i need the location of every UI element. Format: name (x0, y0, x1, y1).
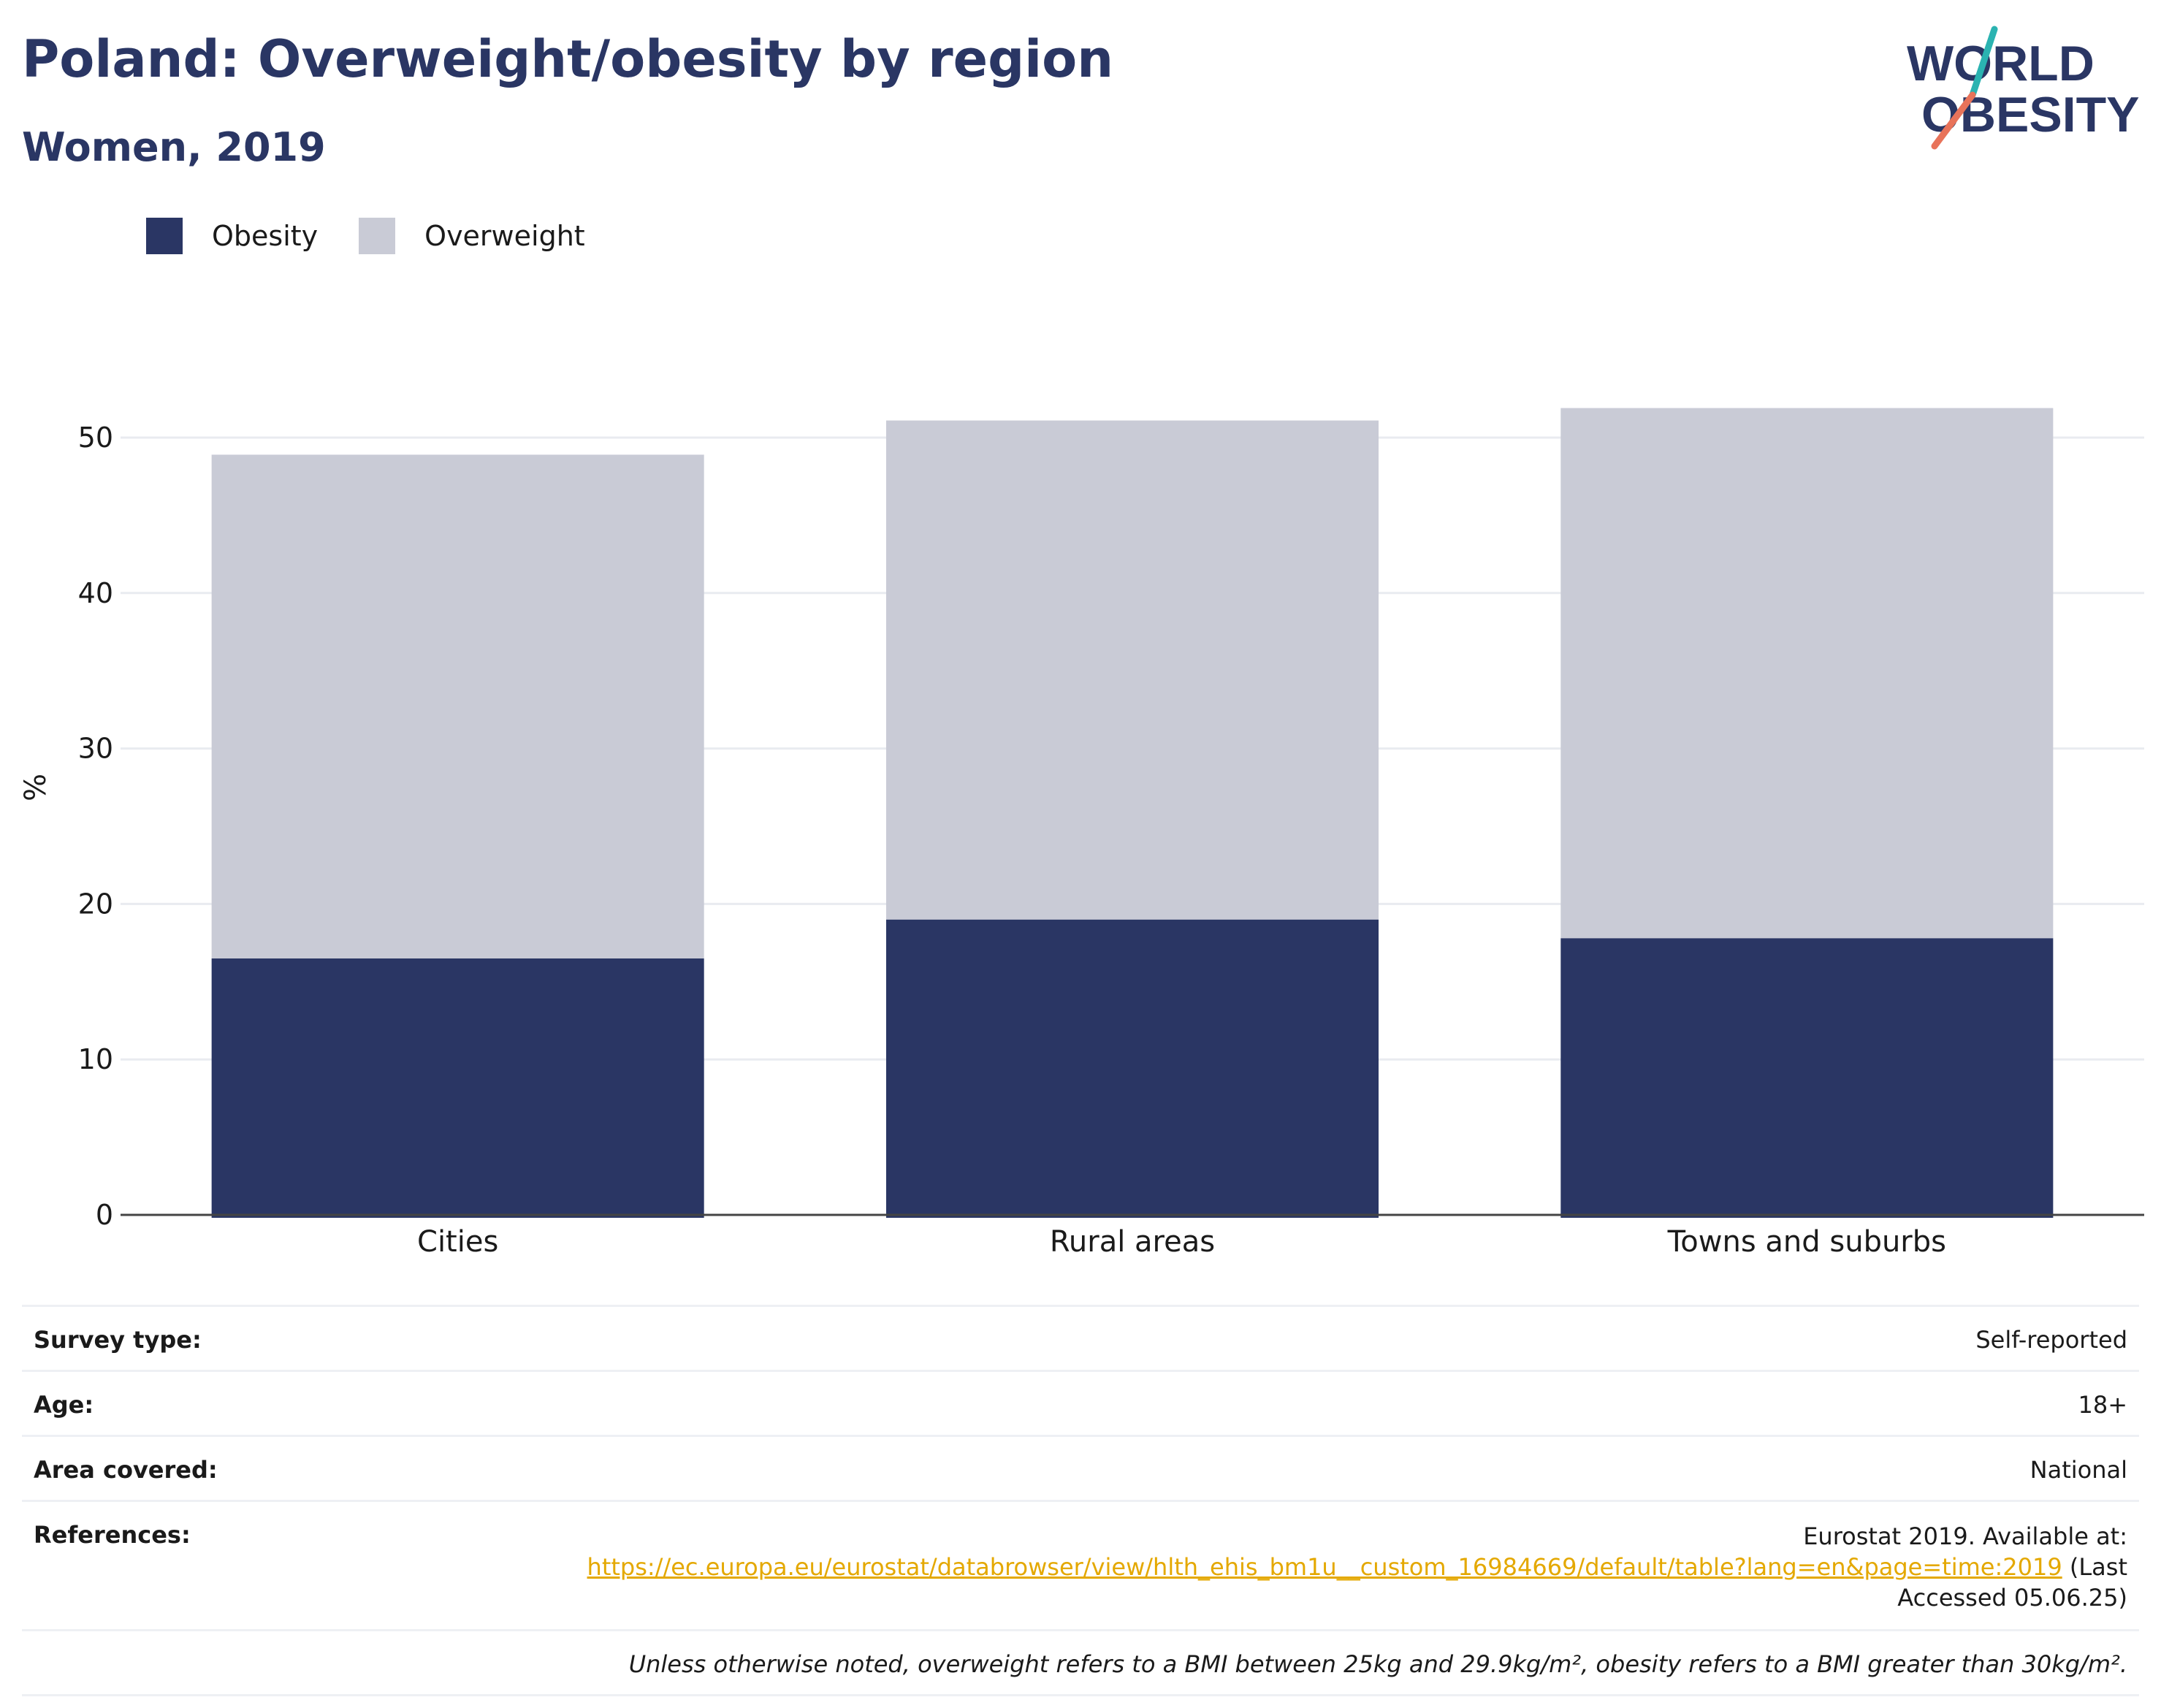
bar-overweight-2 (1560, 408, 2054, 939)
world-obesity-logo: WORLD OBESITY (1907, 26, 2140, 150)
legend-label-overweight: Overweight (424, 220, 585, 252)
chart-subtitle: Women, 2019 (22, 124, 326, 170)
legend-swatch-obesity (146, 218, 183, 254)
age-label: Age: (34, 1391, 94, 1419)
info-row-references: References: Eurostat 2019. Available at:… (22, 1500, 2139, 1629)
area-label: Area covered: (34, 1456, 218, 1484)
references-line1: Eurostat 2019. Available at: (1803, 1522, 2127, 1550)
references-label: References: (34, 1521, 191, 1549)
area-value: National (2029, 1456, 2127, 1484)
age-value: 18+ (2078, 1391, 2127, 1419)
logo-slash-top (1969, 26, 1998, 99)
y-axis-label: % (19, 774, 53, 801)
bmi-definition-note: Unless otherwise noted, overweight refer… (628, 1650, 2127, 1678)
survey-type-value: Self-reported (1975, 1326, 2127, 1354)
logo-line1: WORLD (1907, 36, 2095, 91)
y-tick-label-20: 20 (78, 888, 113, 920)
info-row-survey-type: Survey type: Self-reported (22, 1305, 2139, 1370)
info-row-note: Unless otherwise noted, overweight refer… (22, 1629, 2139, 1696)
info-table: Survey type: Self-reported Age: 18+ Area… (22, 1305, 2139, 1696)
legend-label-obesity: Obesity (212, 220, 319, 252)
references-line3: Accessed 05.06.25) (1897, 1584, 2127, 1612)
bar-obesity-1 (885, 919, 1379, 1218)
y-tick-label-0: 0 (96, 1199, 113, 1231)
x-tick-label-1: Rural areas (1050, 1225, 1215, 1259)
chart-legend: Obesity Overweight (146, 218, 626, 254)
y-tick-label-50: 50 (78, 422, 113, 454)
bar-obesity-2 (1560, 938, 2054, 1218)
bar-overweight-0 (211, 454, 704, 958)
logo-slash-bottom (1931, 91, 1976, 150)
legend-item-overweight[interactable]: Overweight (359, 218, 585, 254)
y-tick-label-40: 40 (78, 577, 113, 609)
bar-overweight-1 (885, 420, 1379, 920)
x-tick-label-0: Cities (417, 1225, 498, 1259)
references-link[interactable]: https://ec.europa.eu/eurostat/databrowse… (587, 1553, 2062, 1581)
references-line2: https://ec.europa.eu/eurostat/databrowse… (587, 1552, 2127, 1582)
references-value: Eurostat 2019. Available at: https://ec.… (587, 1521, 2127, 1613)
y-tick-label-30: 30 (78, 733, 113, 765)
x-tick-label-2: Towns and suburbs (1667, 1225, 1946, 1259)
info-row-area: Area covered: National (22, 1435, 2139, 1500)
legend-swatch-overweight (359, 218, 396, 254)
chart-title: Poland: Overweight/obesity by region (22, 29, 1114, 89)
stacked-bar-chart: 0 10 20 30 40 50% Cities Rural areas Towns and s… (19, 408, 2144, 1259)
y-tick-label-10: 10 (78, 1043, 113, 1075)
legend-item-obesity[interactable]: Obesity (146, 218, 318, 254)
info-row-age: Age: 18+ (22, 1370, 2139, 1435)
survey-type-label: Survey type: (34, 1326, 202, 1354)
bar-obesity-0 (211, 958, 704, 1218)
references-after-link: (Last (2062, 1553, 2127, 1581)
